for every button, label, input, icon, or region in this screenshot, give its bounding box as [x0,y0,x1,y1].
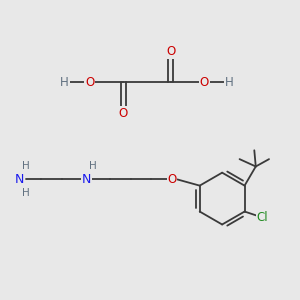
Text: O: O [200,76,209,89]
Text: H: H [89,161,97,171]
Text: Cl: Cl [256,211,268,224]
Text: O: O [119,107,128,120]
Text: N: N [82,173,92,186]
Text: O: O [167,173,177,186]
Text: H: H [60,76,69,89]
Text: H: H [22,188,30,198]
Text: H: H [22,161,30,171]
Text: H: H [225,76,234,89]
Text: N: N [14,173,24,186]
Text: O: O [85,76,94,89]
Text: O: O [166,45,175,58]
